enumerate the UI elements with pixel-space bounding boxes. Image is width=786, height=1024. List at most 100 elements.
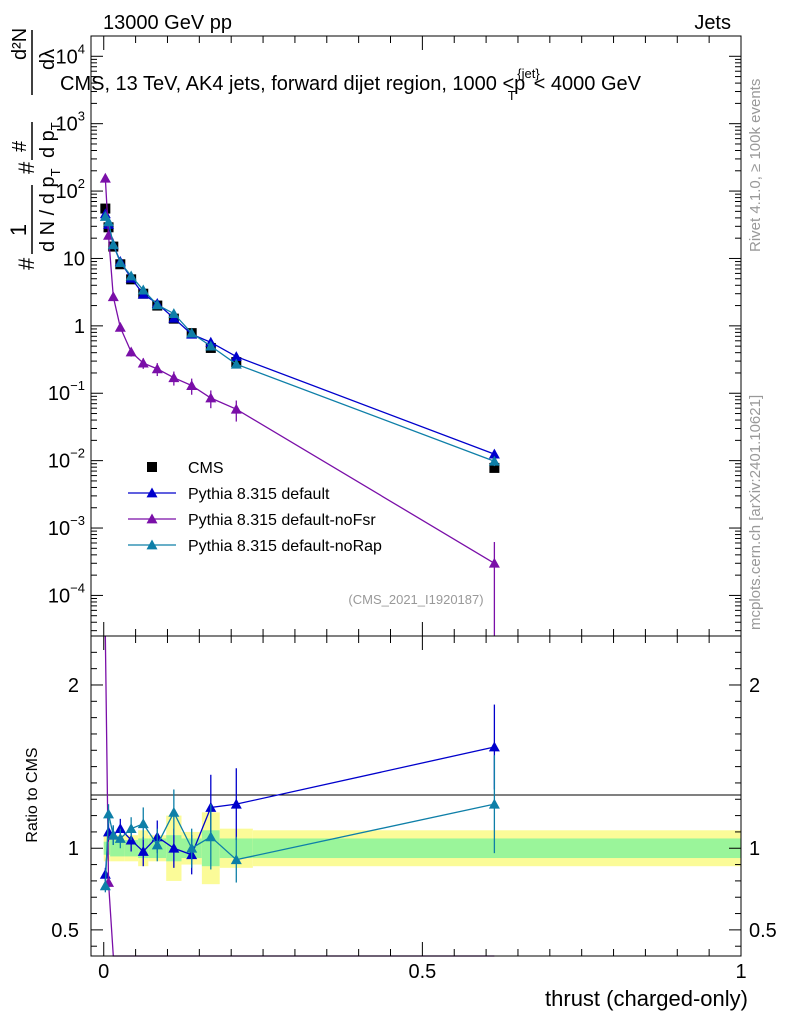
main-plot-area bbox=[99, 172, 500, 636]
ratio-point-default bbox=[114, 823, 126, 834]
ratio-y-tick-label: 2 bbox=[68, 675, 79, 697]
ratio-point-default bbox=[488, 741, 500, 752]
legend-marker bbox=[146, 487, 158, 498]
legend-label: CMS bbox=[188, 460, 224, 477]
rivet-version: Rivet 4.1.0, ≥ 100k events bbox=[747, 79, 764, 252]
ratio-y-tick-label: 1 bbox=[68, 838, 79, 860]
main-panel: 10−4 10−3 10−2 10−1 1 10 102 103 104 bbox=[48, 35, 742, 637]
series-line-default bbox=[104, 213, 495, 455]
y-label-d2n: d²N bbox=[9, 28, 31, 60]
plot-title-sup: {jet} bbox=[517, 66, 540, 81]
y-label-dlambda: dλ bbox=[37, 49, 59, 70]
ratio-panel: 0.5 0.51 12 2 0 0.5 1 bbox=[51, 635, 777, 983]
data-point-noRap bbox=[125, 270, 137, 281]
ratio-band-inner bbox=[103, 841, 107, 855]
data-point-noRap bbox=[103, 216, 115, 227]
x-tick-label: 1 bbox=[735, 961, 746, 983]
header-right: Jets bbox=[694, 12, 731, 34]
x-ticks: 0 0.5 1 bbox=[98, 636, 747, 983]
legend-item-default: Pythia 8.315 default bbox=[128, 486, 330, 503]
y-tick-label: 10−4 bbox=[48, 580, 85, 607]
data-point-noFsr bbox=[488, 557, 500, 568]
ratio-frame bbox=[90, 635, 742, 957]
y-label-hash1: # bbox=[14, 257, 39, 270]
ratio-point-noRap bbox=[151, 839, 163, 850]
series-noRap bbox=[99, 210, 500, 467]
series-line-noRap bbox=[104, 216, 495, 462]
data-point-cms bbox=[489, 462, 500, 473]
y-tick-label: 103 bbox=[56, 109, 85, 136]
data-point-noRap bbox=[114, 257, 126, 267]
mcplots-credit: mcplots.cern.ch [arXiv:2401.10621] bbox=[747, 395, 764, 630]
header-left: 13000 GeV pp bbox=[103, 12, 232, 34]
ratio-band-inner bbox=[110, 840, 117, 857]
ratio-point-default bbox=[168, 842, 180, 853]
plot-title: CMS, 13 TeV, AK4 jets, forward dijet reg… bbox=[60, 66, 642, 103]
series-cms bbox=[100, 203, 500, 473]
ratio-series-noRap bbox=[99, 755, 500, 893]
x-axis-label: thrust (charged-only) bbox=[545, 986, 748, 1011]
series-noFsr bbox=[99, 172, 500, 636]
ratio-line-noFsr bbox=[104, 635, 495, 957]
data-point-noRap bbox=[205, 340, 217, 351]
data-point-noFsr bbox=[168, 372, 180, 383]
legend-item-noFsr: Pythia 8.315 default-noFsr bbox=[128, 512, 376, 529]
data-point-noRap bbox=[230, 358, 242, 369]
ratio-point-noRap bbox=[186, 842, 198, 853]
legend-item-noRap: Pythia 8.315 default-noRap bbox=[128, 538, 382, 555]
y-label-den2: d pT bbox=[37, 122, 63, 158]
plot-title-suffix: < 4000 GeV bbox=[534, 73, 642, 95]
data-point-noFsr bbox=[151, 363, 163, 374]
y-tick-label: 104 bbox=[56, 41, 85, 68]
data-point-noFsr bbox=[99, 172, 111, 183]
data-point-noFsr bbox=[114, 321, 126, 332]
ratio-point-default bbox=[137, 846, 149, 856]
data-point-noFsr bbox=[205, 392, 217, 403]
y-tick-label: 10 bbox=[63, 248, 85, 270]
legend-label: Pythia 8.315 default-noRap bbox=[188, 538, 382, 555]
series-default bbox=[99, 208, 500, 460]
data-point-noRap bbox=[107, 239, 119, 250]
data-point-noRap bbox=[488, 455, 500, 466]
ratio-point-noRap bbox=[137, 818, 149, 829]
plot-title-prefix: CMS, 13 TeV, AK4 jets, forward dijet reg… bbox=[60, 73, 514, 95]
legend-label: Pythia 8.315 default-noFsr bbox=[188, 512, 376, 529]
legend-marker bbox=[146, 539, 158, 550]
ratio-y-label: Ratio to CMS bbox=[24, 747, 41, 842]
ratio-point-noRap bbox=[230, 854, 242, 865]
plot-title-p: p bbox=[514, 73, 525, 95]
ratio-y-tick-label-right: 0.5 bbox=[749, 920, 777, 942]
y-label-hash3: # bbox=[9, 140, 31, 152]
plot-title-sub: T bbox=[508, 88, 516, 103]
data-point-noFsr bbox=[230, 403, 242, 414]
data-point-noRap bbox=[151, 299, 163, 310]
ratio-point-noRap bbox=[168, 806, 180, 817]
data-point-noFsr bbox=[137, 357, 149, 368]
legend: CMS Pythia 8.315 default Pythia 8.315 defa… bbox=[128, 460, 382, 555]
data-point-noFsr bbox=[107, 291, 119, 302]
legend-marker bbox=[147, 462, 157, 472]
x-tick-label: 0.5 bbox=[408, 961, 436, 983]
ratio-y-tick-label-right: 2 bbox=[749, 675, 760, 697]
data-point-noRap bbox=[186, 327, 198, 338]
legend-label: Pythia 8.315 default bbox=[188, 486, 330, 503]
ratio-point-noRap bbox=[107, 829, 119, 840]
ratio-uncertainty-bands bbox=[103, 812, 742, 885]
series-line-noFsr bbox=[104, 178, 495, 564]
legend-item-cms: CMS bbox=[147, 460, 224, 477]
ratio-point-noRap bbox=[488, 798, 500, 809]
y-tick-label: 1 bbox=[74, 316, 85, 338]
x-tick-label: 0 bbox=[98, 961, 109, 983]
y-tick-label: 10−2 bbox=[48, 446, 85, 473]
y-label-one: 1 bbox=[6, 224, 31, 236]
legend-marker bbox=[146, 513, 158, 524]
ratio-y-tick-label-right: 1 bbox=[749, 838, 760, 860]
data-point-noRap bbox=[137, 284, 149, 295]
ratio-y-ticks: 0.5 0.5 1 1 2 2 bbox=[51, 651, 777, 947]
ratio-point-default bbox=[230, 798, 242, 809]
y-label-denom: d N / d pT bbox=[37, 168, 63, 252]
y-axis-label: # 1 d N / d pT # # d pT d²N dλ bbox=[6, 28, 63, 270]
data-point-default bbox=[230, 351, 242, 361]
ratio-series-noFsr bbox=[103, 635, 495, 957]
